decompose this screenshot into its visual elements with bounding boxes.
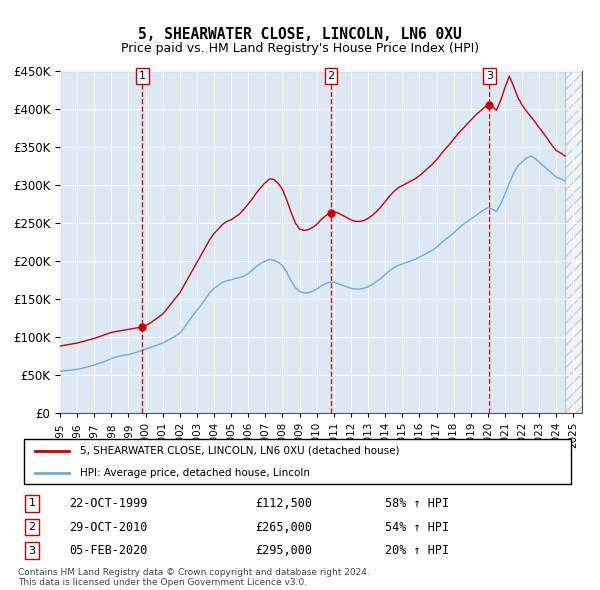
Text: 5, SHEARWATER CLOSE, LINCOLN, LN6 0XU: 5, SHEARWATER CLOSE, LINCOLN, LN6 0XU <box>138 27 462 41</box>
Text: 22-OCT-1999: 22-OCT-1999 <box>69 497 147 510</box>
Text: 29-OCT-2010: 29-OCT-2010 <box>69 520 147 533</box>
Text: £295,000: £295,000 <box>255 544 312 558</box>
Text: 2: 2 <box>328 71 334 81</box>
Text: HPI: Average price, detached house, Lincoln: HPI: Average price, detached house, Linc… <box>80 468 310 478</box>
Bar <box>565 71 582 413</box>
Text: 58% ↑ HPI: 58% ↑ HPI <box>385 497 449 510</box>
Text: £265,000: £265,000 <box>255 520 312 533</box>
Text: 1: 1 <box>139 71 146 81</box>
Text: 5, SHEARWATER CLOSE, LINCOLN, LN6 0XU (detached house): 5, SHEARWATER CLOSE, LINCOLN, LN6 0XU (d… <box>80 445 400 455</box>
Text: 54% ↑ HPI: 54% ↑ HPI <box>385 520 449 533</box>
Text: 2: 2 <box>29 522 35 532</box>
Text: 3: 3 <box>486 71 493 81</box>
Text: Price paid vs. HM Land Registry's House Price Index (HPI): Price paid vs. HM Land Registry's House … <box>121 42 479 55</box>
Text: 1: 1 <box>29 499 35 508</box>
FancyBboxPatch shape <box>23 439 571 484</box>
Text: This data is licensed under the Open Government Licence v3.0.: This data is licensed under the Open Gov… <box>18 578 307 587</box>
Text: £112,500: £112,500 <box>255 497 312 510</box>
Text: 05-FEB-2020: 05-FEB-2020 <box>69 544 147 558</box>
Text: 3: 3 <box>29 546 35 556</box>
Text: 20% ↑ HPI: 20% ↑ HPI <box>385 544 449 558</box>
Text: Contains HM Land Registry data © Crown copyright and database right 2024.: Contains HM Land Registry data © Crown c… <box>18 568 370 576</box>
